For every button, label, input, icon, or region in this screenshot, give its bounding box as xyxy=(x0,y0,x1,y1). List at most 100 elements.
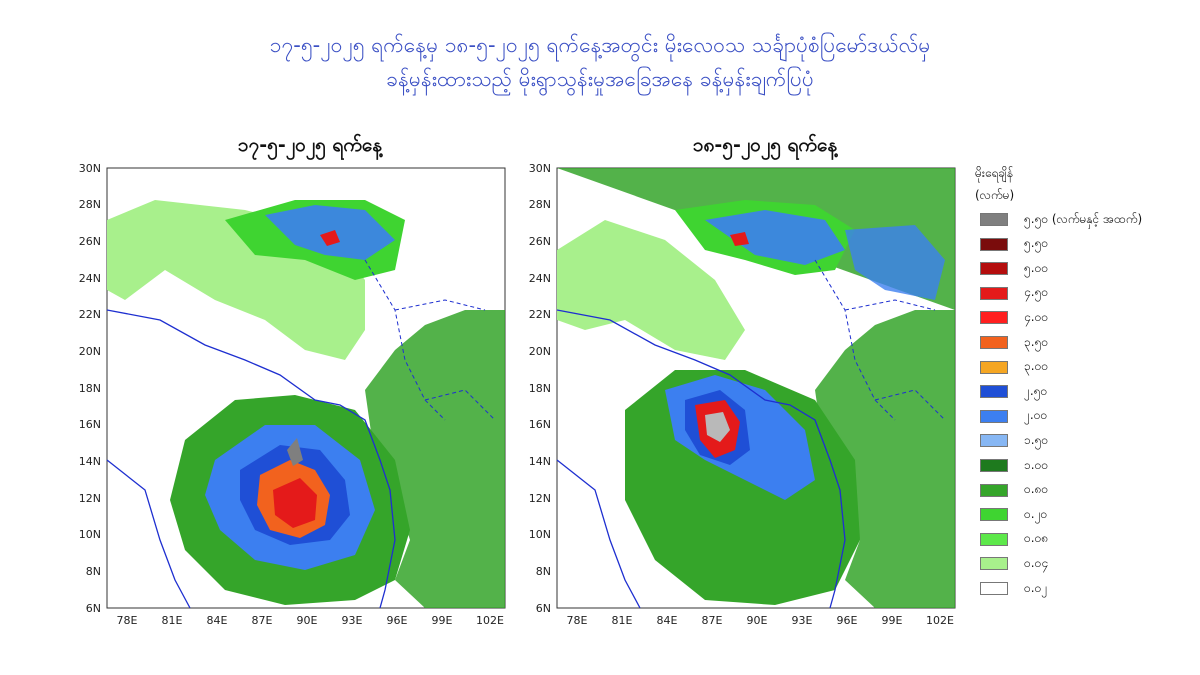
legend-label: ၃.၅၀ xyxy=(1024,334,1049,349)
legend-item: ၃.၅၀ xyxy=(975,332,1195,354)
lat-label: 18N xyxy=(79,382,101,395)
legend-swatch xyxy=(980,360,1008,374)
lat-label: 26N xyxy=(79,235,101,248)
rain-spot-north xyxy=(320,230,340,246)
lat-label: 6N xyxy=(536,602,551,615)
lon-label: 84E xyxy=(207,614,228,627)
lon-label: 102E xyxy=(476,614,504,627)
lon-label: 99E xyxy=(432,614,453,627)
lat-label: 16N xyxy=(79,418,101,431)
rain-field-green xyxy=(107,168,505,608)
legend-swatch xyxy=(980,557,1008,571)
legend-label: ၃.၀၀ xyxy=(1024,359,1049,374)
lat-label: 16N xyxy=(529,418,551,431)
lat-label: 22N xyxy=(79,308,101,321)
lat-label: 10N xyxy=(529,528,551,541)
lat-label: 12N xyxy=(79,492,101,505)
border-lines xyxy=(364,259,496,421)
legend-label: ၄.၀၀ xyxy=(1024,309,1049,324)
legend-label: ၀.၀၄ xyxy=(1024,555,1049,570)
panel-title-day-2: ၁၈-၅-၂၀၂၅ ရက်နေ့ xyxy=(692,134,838,156)
lat-label: 18N xyxy=(529,382,551,395)
rain-field-cyclone-gray xyxy=(705,412,730,442)
legend-item: ၂.၀၀ xyxy=(975,405,1195,427)
lon-axis-labels: 78E 81E 84E 87E 90E 93E 96E 99E 102E xyxy=(567,614,954,627)
lon-label: 93E xyxy=(792,614,813,627)
lon-label: 102E xyxy=(926,614,954,627)
lat-label: 24N xyxy=(79,272,101,285)
rainfall-legend: မိုးရေချိန် (လက်မ) ၅.၅၀ (လက်မနှင့် အထက်)… xyxy=(975,162,1195,600)
legend-swatch xyxy=(980,311,1008,325)
rainfall-map-day-2: 30N 28N 26N 24N 22N 20N 18N 16N 14N 12N … xyxy=(529,162,956,627)
legend-unit: (လက်မ) xyxy=(975,188,1015,202)
map-title-line-2: ခန့်မှန်းထားသည့် မိုးရွာသွန်းမှုအခြေအနေ … xyxy=(386,67,814,91)
lon-label: 87E xyxy=(702,614,723,627)
legend-item: ၀.၂၀ xyxy=(975,504,1195,526)
lon-label: 90E xyxy=(297,614,318,627)
legend-swatch xyxy=(980,508,1008,522)
lat-label: 14N xyxy=(79,455,101,468)
legend-item: ၅.၅၀ (လက်မနှင့် အထက်) xyxy=(975,209,1195,231)
rain-field-cyclone-red xyxy=(273,478,317,528)
legend-item: ၄.၀၀ xyxy=(975,307,1195,329)
legend-item: ၁.၅၀ xyxy=(975,430,1195,452)
legend-swatch xyxy=(980,434,1008,448)
legend-label: ၅.၅၀ xyxy=(1024,236,1049,251)
legend-item: ၀.၀၈ xyxy=(975,528,1195,550)
lon-label: 96E xyxy=(387,614,408,627)
rainfall-map-day-1: 30N 28N 26N 24N 22N 20N 18N 16N 14N 12N … xyxy=(79,162,506,627)
lat-label: 20N xyxy=(79,345,101,358)
legend-swatch xyxy=(980,409,1008,423)
legend-swatch xyxy=(980,213,1008,227)
legend-label: ၀.၂၀ xyxy=(1024,506,1048,521)
rain-field-blue-east xyxy=(845,225,945,300)
legend-item: ၅.၅၀ xyxy=(975,233,1195,255)
legend-item: ၁.၀၀ xyxy=(975,455,1195,477)
legend-title: မိုးရေချိန် xyxy=(975,166,1014,180)
lat-label: 12N xyxy=(529,492,551,505)
lon-label: 99E xyxy=(882,614,903,627)
rain-field-green-light xyxy=(557,220,745,360)
lon-label: 78E xyxy=(567,614,588,627)
map-plot-area xyxy=(556,167,956,609)
lon-label: 81E xyxy=(612,614,633,627)
lat-label: 20N xyxy=(529,345,551,358)
lat-label: 8N xyxy=(86,565,101,578)
lat-label: 28N xyxy=(79,198,101,211)
map-title-line-1: ၁၇-၅-၂၀၂၅ ရက်နေ့မှ ၁၈-၅-၂၀၂၅ ရက်နေ့အတွင်… xyxy=(269,33,931,57)
legend-swatch xyxy=(980,237,1008,251)
legend-item: ၀.၀၄ xyxy=(975,553,1195,575)
legend-item: ၃.၀၀ xyxy=(975,356,1195,378)
lat-label: 26N xyxy=(529,235,551,248)
rain-spot-north xyxy=(730,232,749,246)
lon-label: 81E xyxy=(162,614,183,627)
rain-field-cyclone-gray xyxy=(287,438,303,466)
coastline xyxy=(106,309,396,609)
lat-label: 8N xyxy=(536,565,551,578)
legend-label: ၁.၅၀ xyxy=(1024,432,1049,447)
legend-label: ၅.၅၀ (လက်မနှင့် အထက်) xyxy=(1024,211,1143,226)
lon-axis-labels: 78E 81E 84E 87E 90E 93E 96E 99E 102E xyxy=(117,614,504,627)
legend-label: ၀.၀၂ xyxy=(1024,580,1048,595)
legend-items: ၅.၅၀ (လက်မနှင့် အထက်) ၅.၅၀ ၅.၀၀ ၄.၅၀ ၄.၀၀ ၃.၅… xyxy=(975,209,1195,600)
lon-label: 90E xyxy=(747,614,768,627)
legend-label: ၁.၀၀ xyxy=(1024,457,1049,472)
lat-axis-labels: 30N 28N 26N 24N 22N 20N 18N 16N 14N 12N … xyxy=(529,162,551,615)
legend-item: ၅.၀၀ xyxy=(975,258,1195,280)
lat-label: 6N xyxy=(86,602,101,615)
legend-label: ၀.၈၀ xyxy=(1024,482,1049,497)
legend-swatch xyxy=(980,582,1008,595)
map-plot-area xyxy=(106,167,506,609)
legend-label: ၂.၀၀ xyxy=(1024,408,1048,423)
lat-axis-labels: 30N 28N 26N 24N 22N 20N 18N 16N 14N 12N … xyxy=(79,162,101,615)
panel-title-day-1: ၁၇-၅-၂၀၂၅ ရက်နေ့ xyxy=(237,134,383,156)
lat-label: 30N xyxy=(79,162,101,175)
lon-label: 78E xyxy=(117,614,138,627)
legend-swatch xyxy=(980,532,1008,546)
lat-label: 24N xyxy=(529,272,551,285)
legend-label: ၀.၀၈ xyxy=(1024,531,1049,546)
legend-label: ၅.၀၀ xyxy=(1024,260,1049,275)
lat-label: 30N xyxy=(529,162,551,175)
legend-swatch xyxy=(980,286,1008,300)
lon-label: 93E xyxy=(342,614,363,627)
